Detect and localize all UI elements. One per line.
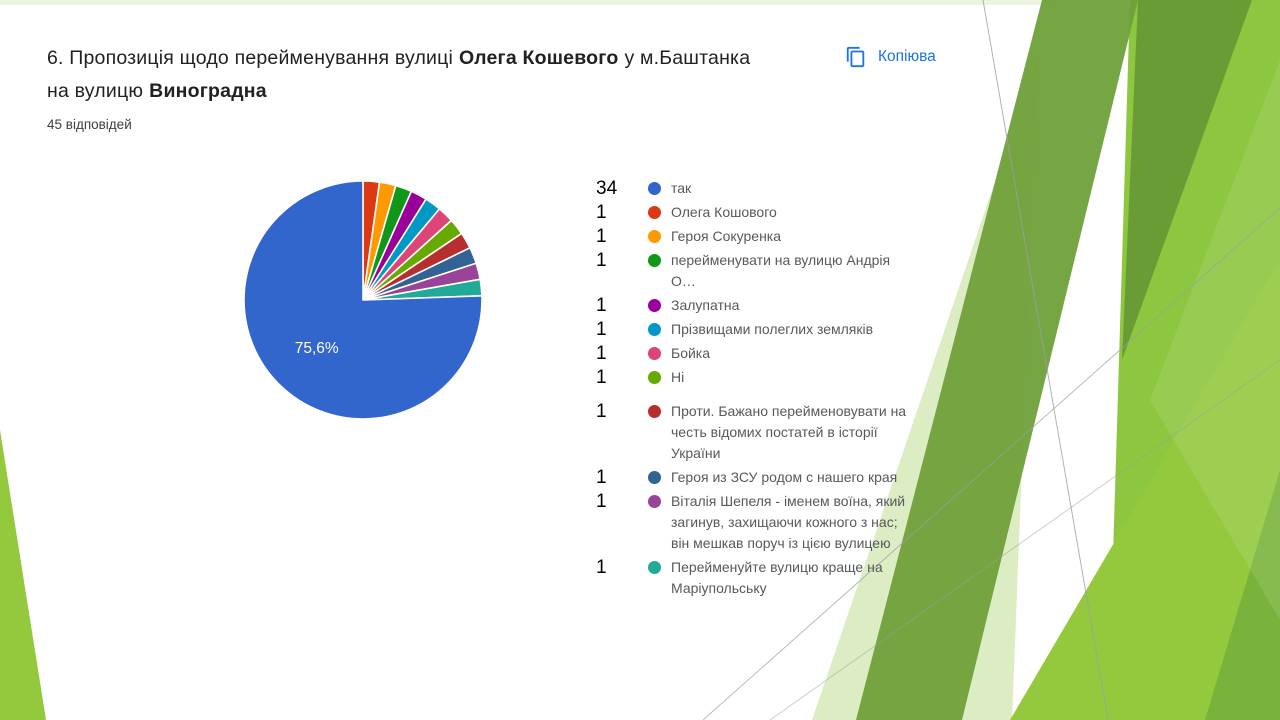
title-answer-new-street: Виноградна: [149, 80, 267, 102]
facet-hairline: [769, 359, 1280, 720]
green-facet-mid: [1205, 470, 1280, 720]
chart-legend: 34 так 1 Олега Кошового 1 Героя Сокуренка 1 пер…: [596, 178, 926, 602]
legend-count-annotation: 1: [596, 202, 607, 223]
legend-label: перейменувати на вулицю Андрія О…: [671, 252, 891, 289]
copy-icon: [845, 46, 867, 68]
legend-item: 1 Бойка: [596, 343, 926, 364]
green-facet-olive: [856, 0, 1138, 720]
legend-count-annotation: 1: [596, 401, 607, 422]
legend-color-dot: [648, 471, 661, 484]
legend-item: 1 Героя из ЗСУ родом с нашего края: [596, 467, 926, 488]
legend-color-dot: [648, 495, 661, 508]
legend-count-annotation: 1: [596, 319, 607, 340]
question-title-line1: 6. Пропозиція щодо перейменування вулиці…: [47, 42, 857, 75]
pie-chart: 75,6%: [243, 180, 483, 420]
legend-count-annotation: 1: [596, 467, 607, 488]
legend-count-annotation: 34: [596, 178, 618, 199]
title-text: у м.Баштанка: [624, 47, 751, 69]
legend-color-dot: [648, 299, 661, 312]
legend-color-dot: [648, 371, 661, 384]
green-facet-highlight: [1150, 60, 1280, 620]
legend-item: 1 перейменувати на вулицю Андрія О…: [596, 250, 926, 292]
legend-count-annotation: 1: [596, 343, 607, 364]
title-text: на вулицю: [47, 80, 144, 102]
legend-item: 1 Віталія Шепеля - іменем воїна, який заг…: [596, 491, 926, 554]
legend-item: 34 так: [596, 178, 926, 199]
facet-hairline: [982, 0, 1109, 720]
legend-item: 1 Героя Сокуренка: [596, 226, 926, 247]
legend-color-dot: [648, 182, 661, 195]
legend-color-dot: [648, 230, 661, 243]
legend-count-annotation: 1: [596, 295, 607, 316]
legend-label: Олега Кошового: [671, 204, 777, 220]
legend-count-annotation: 1: [596, 557, 607, 578]
legend-color-dot: [648, 323, 661, 336]
legend-label: Бойка: [671, 345, 711, 361]
legend-count-annotation: 1: [596, 226, 607, 247]
responses-count: 45 відповідей: [47, 117, 132, 132]
legend-label: Залупатна: [671, 297, 740, 313]
green-sliver-bottom-left: [0, 430, 46, 720]
legend-count-annotation: 1: [596, 250, 607, 271]
legend-count-annotation: 1: [596, 491, 607, 512]
legend-color-dot: [648, 405, 661, 418]
legend-item: 1 Ні: [596, 367, 926, 388]
legend-label: Перейменуйте вулицю краще на Маріупольсь…: [671, 559, 883, 596]
legend-item: 1 Прізвищами полеглих земляків: [596, 319, 926, 340]
legend-item: 1 Перейменуйте вулицю краще на Маріупольс…: [596, 557, 926, 599]
legend-item: 1 Олега Кошового: [596, 202, 926, 223]
pie-percent-label: 75,6%: [295, 340, 339, 357]
title-answer-old-street: Олега Кошевого: [459, 47, 619, 69]
legend-color-dot: [648, 206, 661, 219]
legend-item: 1 Проти. Бажано перейменовувати на честь …: [596, 401, 926, 464]
legend-color-dot: [648, 561, 661, 574]
green-facet-bright-lower: [1010, 260, 1280, 720]
legend-item: 1 Залупатна: [596, 295, 926, 316]
legend-label: Ні: [671, 369, 685, 385]
legend-label: Героя из ЗСУ родом с нашего края: [671, 469, 898, 485]
legend-label: Прізвищами полеглих земляків: [671, 321, 874, 337]
legend-color-dot: [648, 347, 661, 360]
legend-count-annotation: 1: [596, 367, 607, 388]
question-title-line2: на вулицю Виноградна: [47, 75, 857, 108]
legend-label: так: [671, 180, 692, 196]
green-facet-dark: [1122, 0, 1252, 360]
legend-label: Віталія Шепеля - іменем воїна, який заги…: [671, 493, 906, 551]
pie-slice-0[interactable]: [243, 180, 483, 420]
legend-color-dot: [648, 254, 661, 267]
legend-label: Проти. Бажано перейменовувати на честь в…: [671, 403, 907, 461]
legend-label: Героя Сокуренка: [671, 228, 782, 244]
question-title: 6. Пропозиція щодо перейменування вулиці…: [47, 42, 857, 108]
copy-button[interactable]: Копіюва: [843, 44, 938, 70]
top-accent-strip: [0, 0, 1052, 5]
copy-button-label: Копіюва: [878, 48, 936, 65]
title-text: 6. Пропозиція щодо перейменування вулиці: [47, 47, 454, 69]
facet-hairline: [702, 207, 1280, 720]
